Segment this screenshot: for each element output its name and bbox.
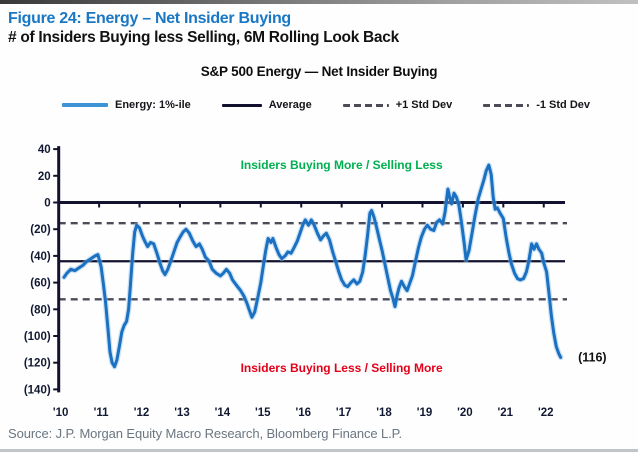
energy-series-halo (61, 162, 564, 370)
figure-subtitle: # of Insiders Buying less Selling, 6M Ro… (8, 29, 399, 46)
y-tick-label: (120) (24, 358, 51, 370)
x-tick-label: '10 (53, 407, 69, 419)
x-tick-label: '13 (174, 407, 190, 419)
screen-bottom-edge-artifact (0, 449, 638, 452)
energy-series-line (62, 163, 563, 369)
y-tick-label: 20 (38, 171, 51, 183)
x-tick-label: '21 (498, 407, 514, 419)
legend-label: Average (268, 99, 312, 111)
x-tick-label: '16 (295, 407, 311, 419)
annotation-buying-less: Insiders Buying Less / Selling More (241, 361, 443, 375)
legend-swatch-dashed (483, 103, 530, 107)
legend-item-1-std-dev: +1 Std Dev (342, 99, 453, 111)
y-tick-label: (80) (30, 304, 51, 316)
chart-legend: Energy: 1%-ile Average +1 Std Dev -1 Std De… (62, 99, 590, 111)
annotation-buying-more: Insiders Buying More / Selling Less (241, 158, 443, 172)
legend-label: +1 Std Dev (395, 99, 453, 111)
x-tick-label: '22 (538, 407, 554, 419)
x-tick-label: '20 (457, 407, 473, 419)
figure-title: Figure 24: Energy – Net Insider Buying (8, 10, 291, 27)
y-tick-label: (140) (24, 384, 51, 396)
screen-top-edge-artifact (0, 0, 638, 4)
legend-item-1-std-dev: -1 Std Dev (483, 99, 590, 111)
legend-label: -1 Std Dev (536, 99, 590, 111)
x-tick-label: '18 (376, 407, 392, 419)
legend-swatch-solid-blue (62, 103, 108, 107)
last-value-label: (116) (578, 350, 607, 364)
legend-item-energy-1-ile: Energy: 1%-ile (62, 99, 191, 111)
y-tick-label: (100) (24, 331, 51, 343)
legend-item-average: Average (221, 99, 312, 111)
x-tick-label: '17 (336, 407, 352, 419)
net-insider-buying-chart: 40 20 0 (20) (40) (60) (80) (100) (120) (140)'10 '… (24, 144, 607, 419)
y-tick-label: (60) (30, 278, 51, 290)
chart-title: S&P 500 Energy — Net Insider Buying (200, 64, 438, 79)
legend-label: Energy: 1%-ile (115, 99, 191, 111)
legend-swatch-dashed (342, 103, 389, 107)
x-tick-label: '15 (255, 407, 271, 419)
y-tick-label: 0 (44, 198, 50, 210)
y-tick-label: (40) (30, 251, 51, 263)
x-tick-label: '14 (215, 407, 231, 419)
y-tick-label: 40 (38, 144, 51, 156)
x-tick-label: '11 (94, 407, 109, 419)
x-tick-label: '12 (134, 407, 150, 419)
y-tick-label: (20) (30, 224, 51, 236)
source-attribution: Source: J.P. Morgan Equity Macro Researc… (8, 426, 403, 441)
x-tick-label: '19 (417, 407, 433, 419)
legend-swatch-solid-black (221, 103, 262, 107)
